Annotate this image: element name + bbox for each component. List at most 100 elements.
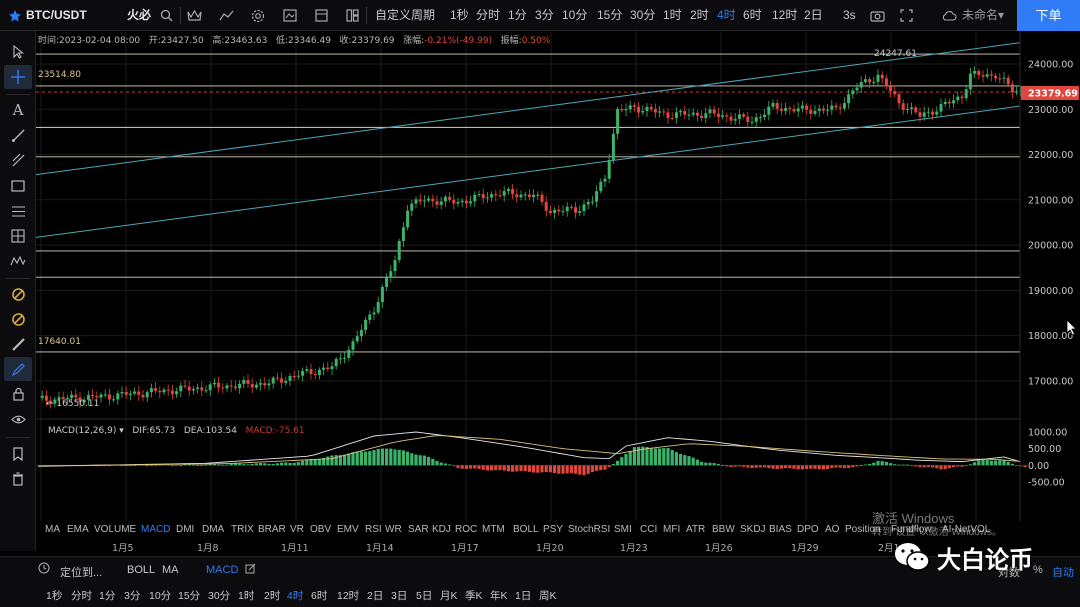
- indicator-dmi[interactable]: DMI: [176, 524, 195, 535]
- favorite-star-icon[interactable]: [8, 0, 22, 31]
- indicator-atr[interactable]: ATR: [686, 524, 706, 535]
- bottom-interval-7[interactable]: 1时: [238, 590, 255, 602]
- pointer-arrow-icon[interactable]: [4, 40, 32, 64]
- bottom-interval-10[interactable]: 6时: [311, 590, 328, 602]
- interval-6[interactable]: 30分: [630, 8, 656, 22]
- multi-line-icon[interactable]: [4, 148, 32, 172]
- bottom-interval-3[interactable]: 3分: [124, 590, 141, 602]
- bottom-interval-9[interactable]: 4时: [287, 590, 304, 602]
- snapshot-icon[interactable]: [283, 0, 297, 31]
- bookmark-icon[interactable]: [4, 442, 32, 466]
- custom-period-button[interactable]: 自定义周期: [375, 8, 436, 22]
- bottom-interval-11[interactable]: 12时: [337, 590, 360, 602]
- interval-12[interactable]: 2日: [804, 8, 823, 22]
- account-name[interactable]: 未命名: [962, 8, 999, 22]
- strong-magnet-icon[interactable]: [4, 307, 32, 331]
- indicator-mfi[interactable]: MFI: [663, 524, 681, 535]
- bottom-interval-17[interactable]: 年K: [490, 590, 508, 602]
- indicator-trix[interactable]: TRIX: [231, 524, 254, 535]
- fibonacci-icon[interactable]: [4, 199, 32, 223]
- fullscreen-icon[interactable]: [900, 0, 913, 31]
- indicator-dma[interactable]: DMA: [202, 524, 225, 535]
- interval-7[interactable]: 1时: [663, 8, 682, 22]
- indicator-vr[interactable]: VR: [290, 524, 304, 535]
- indicator-ao[interactable]: AO: [825, 524, 840, 535]
- price-axis[interactable]: 24000.00 23000.00 22000.00 21000.00 20000.00…: [1028, 60, 1073, 489]
- text-tool-icon[interactable]: A: [12, 101, 24, 119]
- delete-trash-icon[interactable]: [4, 467, 32, 491]
- crosshair-icon[interactable]: [4, 65, 32, 89]
- indicator-rsi[interactable]: RSI: [365, 524, 382, 535]
- indicator-kdj[interactable]: KDJ: [432, 524, 451, 535]
- bottom-interval-13[interactable]: 3日: [391, 590, 408, 602]
- interval-1[interactable]: 分时: [476, 8, 501, 22]
- indicator-ma[interactable]: MA: [45, 524, 60, 535]
- camera-icon[interactable]: [870, 0, 885, 31]
- indicator-skdj[interactable]: SKDJ: [740, 524, 766, 535]
- indicator-roc[interactable]: ROC: [455, 524, 478, 535]
- interval-0[interactable]: 1秒: [450, 8, 469, 22]
- indicator-mtm[interactable]: MTM: [482, 524, 505, 535]
- interval-2[interactable]: 1分: [508, 8, 527, 22]
- account-dropdown-chevron-icon[interactable]: ▾: [998, 8, 1005, 22]
- settings-gear-icon[interactable]: [251, 0, 265, 31]
- interval-9[interactable]: 4时: [717, 8, 736, 22]
- edit-icon[interactable]: [245, 563, 256, 577]
- indicator-smi[interactable]: SMI: [614, 524, 632, 535]
- bottom-interval-5[interactable]: 15分: [178, 590, 201, 602]
- tag-ma[interactable]: MA: [162, 564, 179, 576]
- bottom-interval-6[interactable]: 30分: [208, 590, 231, 602]
- indicator-ai-netvol[interactable]: AI-NetVOL: [942, 524, 991, 535]
- order-button[interactable]: 下单: [1017, 0, 1080, 31]
- indicator-ema[interactable]: EMA: [67, 524, 89, 535]
- bottom-interval-12[interactable]: 2日: [367, 590, 384, 602]
- gann-box-icon[interactable]: [4, 224, 32, 248]
- wave-pattern-icon[interactable]: [4, 249, 32, 273]
- draw-mode-pen-icon[interactable]: [4, 357, 32, 381]
- indicator-obv[interactable]: OBV: [310, 524, 332, 535]
- ruler-icon[interactable]: [4, 332, 32, 356]
- bottom-interval-15[interactable]: 月K: [440, 590, 458, 602]
- indicator-bbw[interactable]: BBW: [712, 524, 735, 535]
- indicator-fundflow[interactable]: Fundflow: [891, 524, 932, 535]
- indicator-bias[interactable]: BIAS: [769, 524, 792, 535]
- indicator-cci[interactable]: CCI: [640, 524, 658, 535]
- lock-icon[interactable]: [4, 382, 32, 406]
- locate-to-button[interactable]: 定位到...: [60, 567, 103, 579]
- visibility-icon[interactable]: [4, 407, 32, 431]
- interval-4[interactable]: 10分: [562, 8, 588, 22]
- search-icon[interactable]: [160, 0, 173, 31]
- bottom-interval-16[interactable]: 季K: [465, 590, 483, 602]
- indicator-brar[interactable]: BRAR: [258, 524, 286, 535]
- indicator-boll[interactable]: BOLL: [513, 524, 539, 535]
- interval-10[interactable]: 6时: [743, 8, 762, 22]
- clock-icon[interactable]: [38, 562, 50, 577]
- indicator-dpo[interactable]: DPO: [797, 524, 819, 535]
- magnet-icon[interactable]: [4, 282, 32, 306]
- bottom-interval-1[interactable]: 分时: [71, 590, 92, 602]
- percent-scale-toggle[interactable]: %: [1033, 564, 1043, 576]
- bottom-interval-8[interactable]: 2时: [264, 590, 281, 602]
- interval-5[interactable]: 15分: [597, 8, 623, 22]
- macd-settings-chevron-icon[interactable]: ▾: [119, 426, 127, 436]
- interval-11[interactable]: 12时: [772, 8, 798, 22]
- indicator-wr[interactable]: WR: [385, 524, 402, 535]
- log-scale-toggle[interactable]: 对数: [998, 567, 1020, 579]
- bottom-interval-2[interactable]: 1分: [99, 590, 116, 602]
- candlestick-chart[interactable]: 24000.00 23000.00 22000.00 21000.00 20000.00…: [36, 31, 1080, 521]
- auto-scale-toggle[interactable]: 自动: [1052, 567, 1074, 579]
- indicator-volume[interactable]: VOLUME: [94, 524, 137, 535]
- macd-indicator-label[interactable]: MACD(12,26,9): [48, 426, 117, 436]
- bottom-interval-0[interactable]: 1秒: [46, 590, 63, 602]
- trend-line-icon[interactable]: [4, 123, 32, 147]
- interval-8[interactable]: 2时: [690, 8, 709, 22]
- cloud-icon[interactable]: [941, 0, 957, 31]
- indicator-macd[interactable]: MACD: [141, 524, 171, 535]
- indicator-emv[interactable]: EMV: [337, 524, 359, 535]
- bottom-interval-18[interactable]: 1日: [515, 590, 532, 602]
- layout-icon[interactable]: [346, 0, 359, 31]
- bottom-interval-19[interactable]: 周K: [539, 590, 557, 602]
- chart-type-icon[interactable]: [219, 0, 234, 31]
- indicator-psy[interactable]: PSY: [543, 524, 564, 535]
- indicator-stochrsi[interactable]: StochRSI: [568, 524, 611, 535]
